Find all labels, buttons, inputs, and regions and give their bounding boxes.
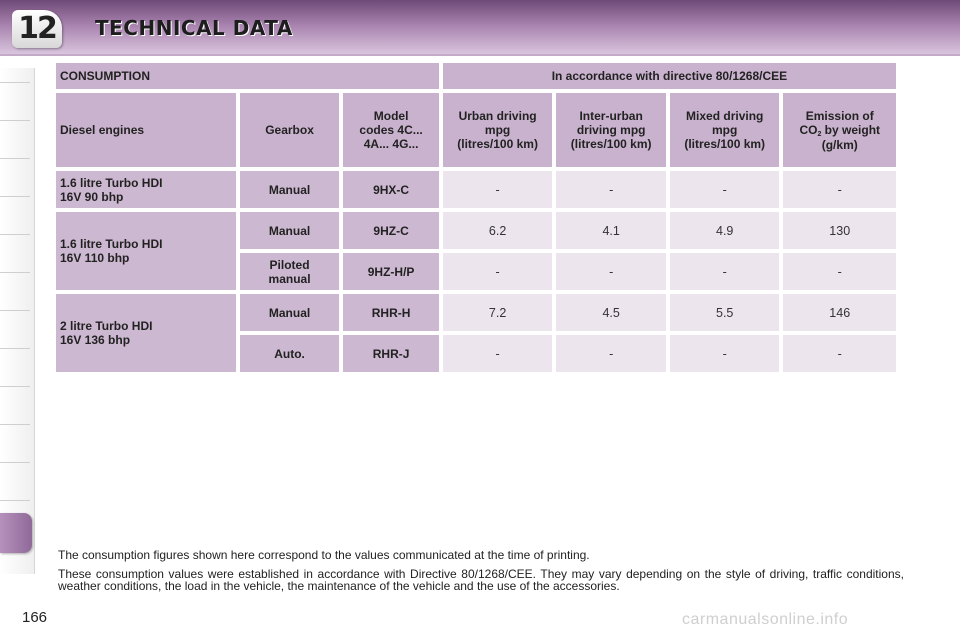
urban-value: - bbox=[442, 171, 553, 208]
mixed-value: 5.5 bbox=[669, 294, 780, 331]
co2-value: - bbox=[783, 253, 896, 290]
side-tab-divider bbox=[0, 158, 30, 159]
col-header-engine: Diesel engines bbox=[56, 93, 236, 167]
side-tab-divider bbox=[0, 272, 30, 273]
side-tab-divider bbox=[0, 386, 30, 387]
col-header-co2: Emission of CO2 by weight (g/km) bbox=[783, 93, 896, 167]
col-header-inter-urban: Inter-urban driving mpg (litres/100 km) bbox=[556, 93, 666, 167]
mixed-value: - bbox=[669, 253, 780, 290]
col-header-model: Model codes 4C... 4A... 4G... bbox=[343, 93, 439, 167]
section-label: CONSUMPTION bbox=[56, 63, 439, 89]
side-tab-divider bbox=[0, 500, 30, 501]
consumption-table: CONSUMPTION In accordance with directive… bbox=[52, 59, 900, 376]
model-code-cell: 9HZ-H/P bbox=[343, 253, 439, 290]
table-title-row: CONSUMPTION In accordance with directive… bbox=[56, 63, 896, 89]
side-tab-divider bbox=[0, 234, 30, 235]
urban-value: 6.2 bbox=[442, 212, 553, 249]
inter-urban-value: - bbox=[556, 335, 666, 372]
mixed-value: - bbox=[669, 171, 780, 208]
table-row: Piloted manual 9HZ-H/P - - - - bbox=[56, 253, 896, 290]
co2-value: 130 bbox=[783, 212, 896, 249]
model-code-cell: RHR-H bbox=[343, 294, 439, 331]
watermark: carmanualsonline.info bbox=[682, 611, 849, 628]
model-code-cell: 9HX-C bbox=[343, 171, 439, 208]
note-printing: The consumption figures shown here corre… bbox=[58, 548, 590, 562]
inter-urban-value: 4.5 bbox=[556, 294, 666, 331]
side-tab-divider bbox=[0, 348, 30, 349]
table-row: 2 litre Turbo HDI 16V 136 bhp Manual RHR… bbox=[56, 294, 896, 372]
col-header-gearbox: Gearbox bbox=[239, 93, 340, 167]
gearbox-cell: Manual bbox=[239, 212, 340, 249]
inter-urban-value: - bbox=[556, 171, 666, 208]
table-row: 1.6 litre Turbo HDI 16V 110 bhp Manual 9… bbox=[56, 212, 896, 290]
page-number: 166 bbox=[22, 609, 48, 626]
gearbox-cell: Auto. bbox=[239, 335, 340, 372]
model-code-cell: RHR-J bbox=[343, 335, 439, 372]
inter-urban-value: 4.1 bbox=[556, 212, 666, 249]
urban-value: - bbox=[442, 335, 553, 372]
column-header-row: Diesel engines Gearbox Model codes 4C...… bbox=[56, 93, 896, 167]
col-header-mixed: Mixed driving mpg (litres/100 km) bbox=[669, 93, 780, 167]
side-tab-divider bbox=[0, 196, 30, 197]
table-row: 1.6 litre Turbo HDI 16V 90 bhp Manual 9H… bbox=[56, 171, 896, 208]
co2-value: 146 bbox=[783, 294, 896, 331]
engine-cell: 2 litre Turbo HDI 16V 136 bhp bbox=[56, 294, 236, 372]
mixed-value: - bbox=[669, 335, 780, 372]
chapter-badge: 12 bbox=[12, 10, 62, 48]
chapter-side-tabs bbox=[0, 68, 35, 574]
engine-cell: 1.6 litre Turbo HDI 16V 110 bhp bbox=[56, 212, 236, 290]
col-header-urban: Urban driving mpg (litres/100 km) bbox=[442, 93, 553, 167]
engine-cell: 1.6 litre Turbo HDI 16V 90 bhp bbox=[56, 171, 236, 208]
side-tab-active-chapter[interactable] bbox=[0, 513, 32, 553]
co2-value: - bbox=[783, 171, 896, 208]
side-tab-divider bbox=[0, 82, 30, 83]
side-tab-divider bbox=[0, 310, 30, 311]
mixed-value: 4.9 bbox=[669, 212, 780, 249]
note-directive: These consumption values were establishe… bbox=[58, 567, 904, 593]
side-tab-divider bbox=[0, 462, 30, 463]
chapter-number: 12 bbox=[18, 11, 58, 46]
co2-value: - bbox=[783, 335, 896, 372]
gearbox-cell: Manual bbox=[239, 171, 340, 208]
gearbox-cell: Piloted manual bbox=[239, 253, 340, 290]
header-band bbox=[0, 0, 960, 54]
header-divider bbox=[0, 54, 960, 56]
model-code-cell: 9HZ-C bbox=[343, 212, 439, 249]
side-tab-divider bbox=[0, 120, 30, 121]
directive-label: In accordance with directive 80/1268/CEE bbox=[442, 63, 896, 89]
table-row: Auto. RHR-J - - - - bbox=[56, 335, 896, 372]
side-tab-divider bbox=[0, 424, 30, 425]
gearbox-cell: Manual bbox=[239, 294, 340, 331]
urban-value: - bbox=[442, 253, 553, 290]
inter-urban-value: - bbox=[556, 253, 666, 290]
page-title: TECHNICAL DATA bbox=[95, 16, 293, 40]
urban-value: 7.2 bbox=[442, 294, 553, 331]
